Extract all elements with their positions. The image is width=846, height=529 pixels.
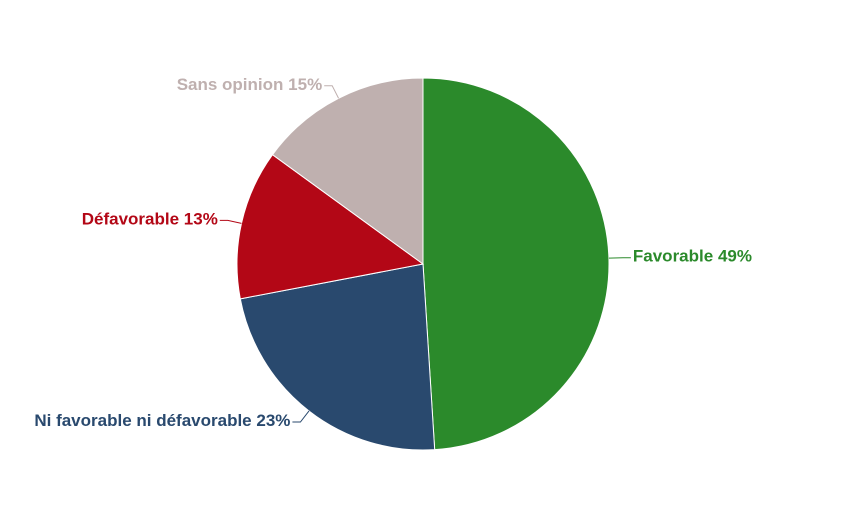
leader-line [292, 410, 310, 423]
slice-name: Favorable [633, 247, 713, 266]
slice-name: Défavorable [82, 210, 179, 229]
pie-slice [236, 153, 425, 300]
leader-line [324, 85, 340, 99]
pie-slice [422, 77, 610, 451]
slice-value: 49% [718, 247, 752, 266]
slice-name: Ni favorable ni défavorable [34, 412, 251, 431]
slice-value: 13% [184, 210, 218, 229]
slice-label: Défavorable 13% [82, 210, 218, 229]
slice-label: Ni favorable ni défavorable 23% [34, 412, 290, 431]
slice-value: 23% [256, 412, 290, 431]
slice-label: Favorable 49% [633, 247, 752, 266]
slice-value: 15% [288, 75, 322, 94]
leader-line [219, 219, 242, 224]
pie-slice [271, 77, 424, 265]
slice-label: Sans opinion 15% [177, 75, 323, 94]
pie-slice [239, 263, 436, 451]
slice-name: Sans opinion [177, 75, 284, 94]
